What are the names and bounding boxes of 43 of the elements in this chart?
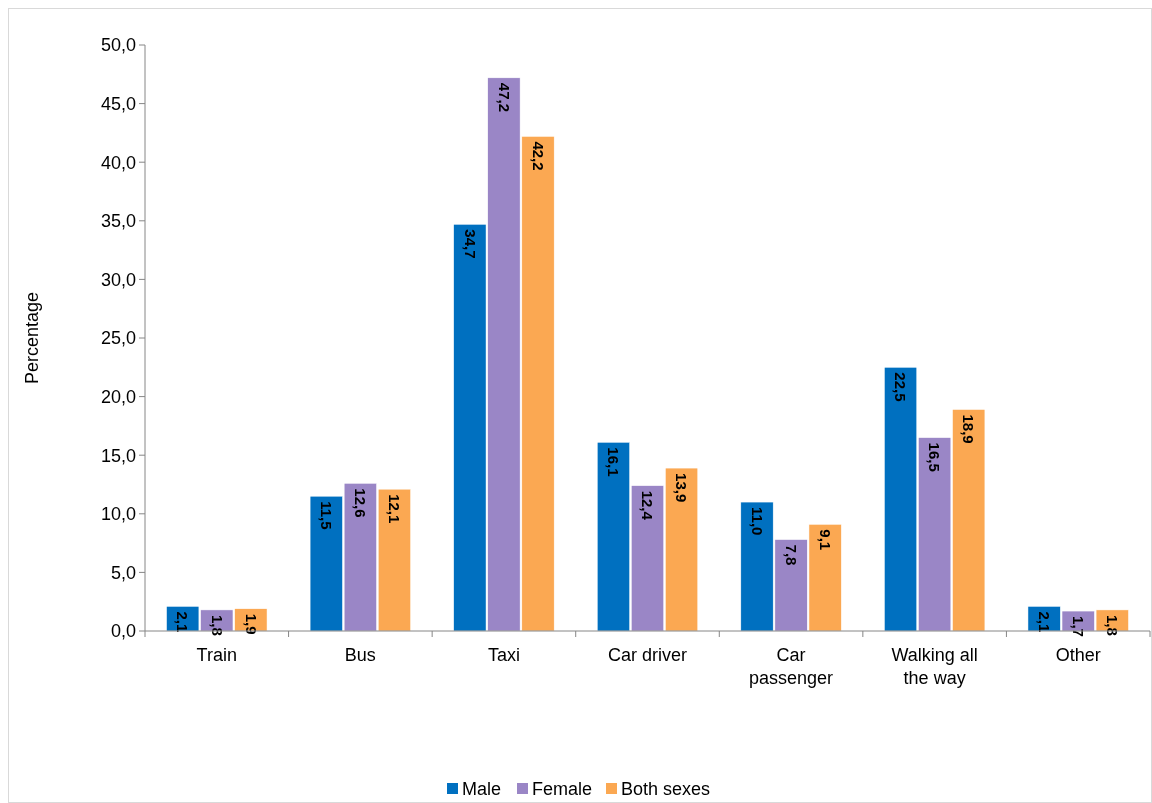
y-tick-label: 35,0 — [100, 211, 136, 232]
data-label: 9,1 — [816, 529, 834, 551]
data-label: 1,7 — [1069, 616, 1087, 637]
x-tick-label: Walking all the way — [891, 645, 978, 688]
data-label: 47,2 — [495, 82, 513, 113]
data-label: 1,8 — [1104, 614, 1122, 636]
legend-label: Female — [532, 779, 593, 800]
data-label: 34,7 — [461, 229, 479, 259]
y-tick-label: 15,0 — [100, 445, 136, 466]
data-label: 22,5 — [892, 372, 910, 402]
data-label: 12,4 — [639, 490, 657, 521]
y-tick-label: 5,0 — [110, 562, 136, 583]
x-tick-label: Other — [1055, 645, 1101, 665]
legend-label: Male — [462, 779, 502, 800]
x-tick-label: Train — [196, 645, 237, 665]
data-label: 18,9 — [960, 414, 978, 444]
data-label: 7,8 — [782, 544, 800, 566]
data-label: 11,5 — [318, 501, 336, 530]
y-tick-label: 20,0 — [100, 386, 136, 407]
y-tick-label: 45,0 — [100, 93, 136, 114]
data-label: 16,5 — [926, 442, 944, 472]
data-label: 11,0 — [748, 507, 766, 536]
x-tick-label: Car passenger — [749, 645, 834, 688]
y-tick-label: 10,0 — [100, 504, 136, 525]
data-label: 1,8 — [208, 614, 226, 636]
y-tick-label: 0,0 — [110, 621, 136, 642]
x-tick-label: Taxi — [487, 645, 520, 665]
y-tick-label: 25,0 — [100, 328, 136, 349]
y-tick-label: 50,0 — [100, 35, 136, 56]
legend-label: Both sexes — [621, 779, 711, 800]
y-tick-label: 30,0 — [100, 269, 136, 290]
data-label: 12,1 — [386, 494, 404, 524]
data-label: 2,1 — [1035, 611, 1053, 633]
data-label: 42,2 — [529, 141, 547, 171]
x-tick-label: Bus — [344, 645, 376, 665]
data-label: 12,6 — [352, 488, 370, 518]
data-label: 2,1 — [174, 611, 192, 633]
y-tick-label: 40,0 — [100, 152, 136, 173]
x-tick-label: Car driver — [607, 645, 688, 665]
data-label: 13,9 — [673, 473, 691, 503]
y-axis-title: Percentage — [22, 291, 42, 385]
data-label: 16,1 — [605, 447, 623, 477]
data-label: 1,9 — [242, 613, 260, 635]
